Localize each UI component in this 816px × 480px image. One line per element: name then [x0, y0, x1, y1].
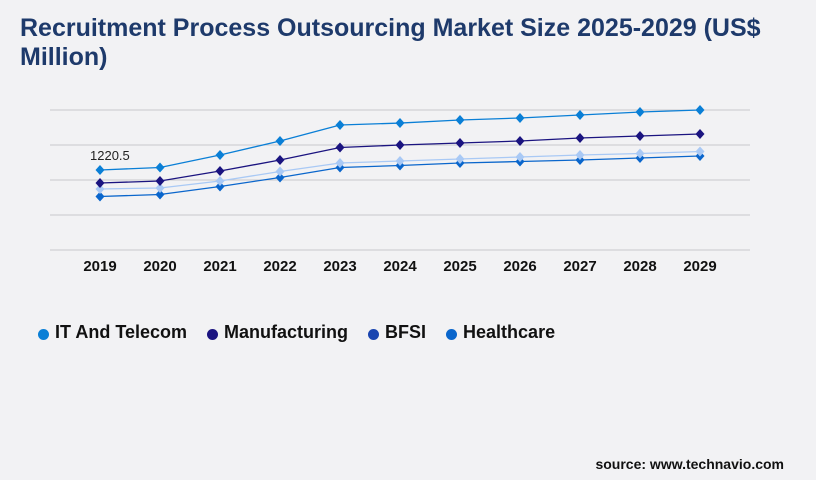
legend-marker-icon — [38, 328, 49, 340]
data-point — [95, 191, 105, 202]
data-point — [215, 175, 225, 186]
chart-title: Recruitment Process Outsourcing Market S… — [20, 14, 761, 71]
data-point — [575, 109, 585, 120]
legend-label: Healthcare — [463, 322, 556, 342]
data-point — [95, 165, 105, 176]
data-point — [695, 105, 705, 115]
data-point — [215, 181, 225, 192]
data-point — [95, 183, 105, 194]
data-point — [515, 151, 525, 162]
data-point — [395, 118, 405, 129]
legend-label: BFSI — [385, 322, 427, 342]
x-tick-label: 2025 — [443, 258, 476, 275]
data-point — [575, 132, 585, 143]
legend-marker-icon — [207, 328, 219, 340]
data-point — [215, 150, 225, 161]
x-tick-label: 2024 — [383, 258, 417, 275]
data-point — [575, 150, 585, 161]
data-point — [635, 107, 645, 118]
x-tick-label: 2019 — [83, 258, 116, 275]
data-point — [515, 136, 525, 147]
legend-label: Manufacturing — [224, 322, 349, 342]
data-point — [695, 146, 705, 157]
legend-item: Manufacturing — [207, 322, 348, 343]
data-point — [275, 172, 285, 183]
data-point — [635, 131, 645, 142]
data-point — [695, 128, 705, 139]
x-tick-label: 2022 — [263, 258, 296, 275]
source-text: source: www.technavio.com — [595, 456, 784, 472]
x-tick-label: 2027 — [563, 258, 596, 275]
x-tick-label: 2028 — [623, 258, 656, 275]
legend-item: BFSI — [368, 322, 426, 343]
data-point — [275, 155, 285, 166]
data-point — [155, 162, 165, 173]
legend-marker-icon — [368, 328, 380, 340]
x-tick-label: 2026 — [503, 258, 536, 275]
legend-marker-icon — [446, 328, 458, 340]
data-point — [395, 140, 405, 150]
legend: IT And Telecom Manufacturing BFSI Healthcar… — [38, 322, 555, 343]
data-point — [335, 158, 345, 169]
data-point — [455, 115, 465, 126]
data-label: 1220.5 — [90, 148, 130, 163]
data-point — [275, 136, 285, 147]
x-tick-label: 2029 — [683, 258, 716, 275]
x-tick-label: 2023 — [323, 258, 356, 275]
data-point — [335, 120, 345, 131]
x-tick-label: 2020 — [143, 258, 176, 275]
data-point — [455, 154, 465, 165]
data-point — [335, 142, 345, 153]
data-point — [515, 112, 525, 123]
legend-item: Healthcare — [446, 322, 555, 343]
data-point — [275, 166, 285, 177]
legend-label: IT And Telecom — [55, 322, 188, 342]
data-point — [155, 175, 165, 186]
data-point — [455, 138, 465, 149]
data-point — [155, 189, 165, 200]
data-point — [155, 182, 165, 193]
line-chart: 2019 2020 2021 2022 2023 2024 2025 2026 2027 2028… — [50, 105, 750, 275]
x-tick-label: 2021 — [203, 258, 236, 275]
data-point — [95, 178, 105, 189]
data-point — [215, 166, 225, 177]
data-point — [395, 155, 405, 166]
data-point — [635, 148, 645, 159]
legend-item: IT And Telecom — [38, 322, 187, 343]
